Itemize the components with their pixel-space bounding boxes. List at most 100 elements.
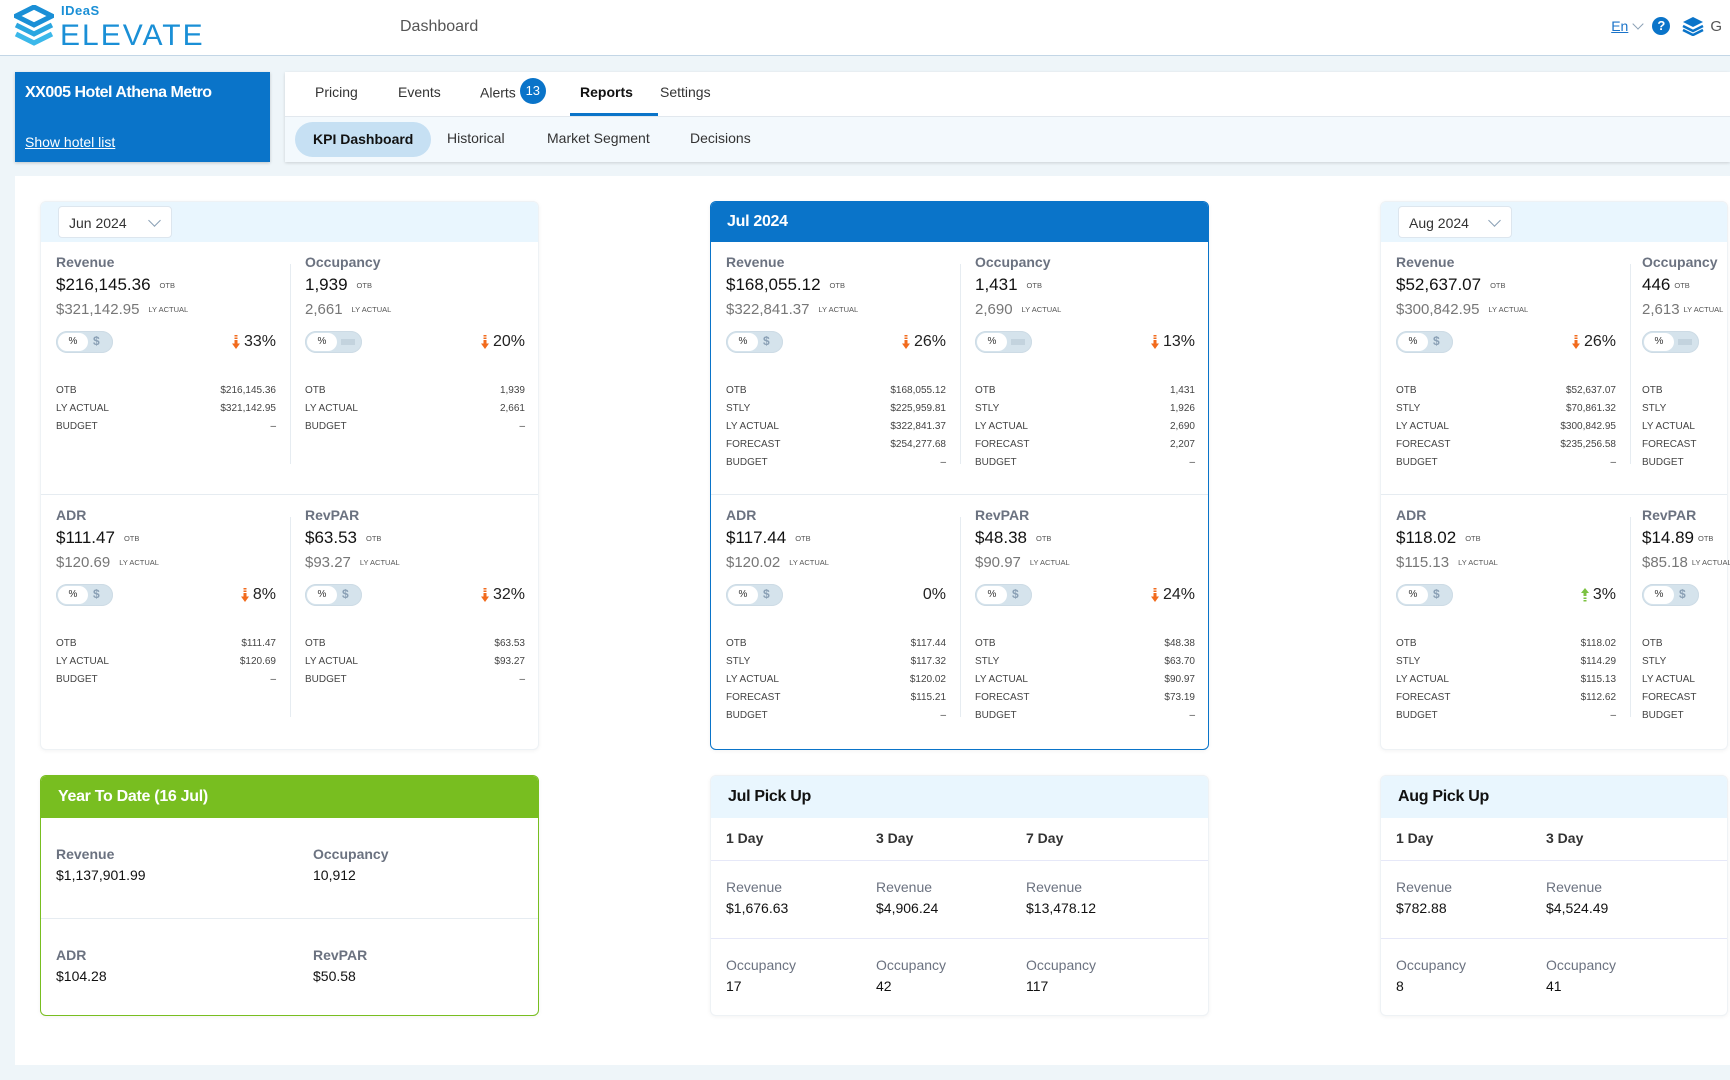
breakdown-value: – <box>940 710 946 721</box>
column-divider <box>290 517 291 717</box>
tab-alerts[interactable]: Alerts 13 <box>480 78 546 104</box>
metric-section: Revenue $216,145.36 OTB $321,142.95 LY ACTUA… <box>41 242 538 494</box>
toggle-dollar-option[interactable]: $ <box>1433 334 1440 348</box>
subtab-kpi-dashboard[interactable]: KPI Dashboard <box>295 122 432 157</box>
otb-tag: OTB <box>1674 280 1690 290</box>
toggle-percent-option[interactable]: % <box>977 333 1007 351</box>
pickup-revenue: Revenue $4,524.49 <box>1546 877 1608 919</box>
metric-otb: 446 OTB <box>1642 272 1727 298</box>
breakdown-row: BUDGET <box>1642 454 1727 472</box>
percent-dollar-toggle[interactable]: % <box>975 331 1032 353</box>
breakdown-label: BUDGET <box>1396 457 1438 468</box>
percent-dollar-toggle[interactable]: % <box>305 331 362 353</box>
layers-icon[interactable] <box>1682 16 1704 36</box>
percent-dollar-toggle[interactable]: % $ <box>1642 584 1699 606</box>
breakdown-label: LY ACTUAL <box>305 403 358 414</box>
help-icon[interactable]: ? <box>1652 17 1671 35</box>
metric-otb: $168,055.12 OTB <box>726 272 946 298</box>
breakdown-label: STLY <box>975 403 1000 414</box>
toggle-dollar-option[interactable]: $ <box>1433 587 1440 601</box>
breakdown-row: STLY $114.29 <box>1396 653 1616 671</box>
metric-change-value: 0% <box>922 586 946 603</box>
metric-change-value: 24% <box>1162 586 1195 603</box>
breakdown-value: $48.38 <box>1164 638 1195 649</box>
toggle-dollar-option[interactable]: $ <box>763 587 770 601</box>
toggle-percent-option[interactable]: % <box>977 586 1007 604</box>
breakdown-value: – <box>270 674 276 685</box>
metric-ly-value: $115.13 <box>1396 554 1450 571</box>
month-card-header: Jun 2024 <box>41 202 538 242</box>
metric-revenue: Revenue $168,055.12 OTB $322,841.37 LY ACTUA… <box>711 242 960 494</box>
toggle-dollar-option[interactable]: $ <box>93 334 100 348</box>
metric-label: RevPAR <box>1642 507 1697 523</box>
percent-dollar-toggle[interactable]: % $ <box>1396 584 1453 606</box>
show-hotel-list-link[interactable]: Show hotel list <box>25 134 116 150</box>
percent-dollar-toggle[interactable]: % $ <box>56 331 113 353</box>
percent-dollar-toggle[interactable]: % $ <box>1396 331 1453 353</box>
breakdown-row: OTB $48.38 <box>975 635 1195 653</box>
percent-dollar-toggle[interactable]: % $ <box>726 331 783 353</box>
metric-breakdown: OTB $52,637.07 STLY $70,861.32 LY ACTUAL $300… <box>1396 382 1616 472</box>
pickup-revenue-value: $4,906.24 <box>876 900 939 916</box>
sub-tabs: KPI Dashboard Historical Market Segment Dec… <box>285 117 1730 162</box>
breakdown-value: $115.13 <box>1580 674 1616 685</box>
month-dropdown[interactable]: Jun 2024 <box>58 206 172 238</box>
toggle-percent-option[interactable]: % <box>1398 333 1428 351</box>
tab-events[interactable]: Events <box>398 84 441 100</box>
header-tools: En ? G <box>1611 16 1722 36</box>
subtab-historical[interactable]: Historical <box>447 130 505 146</box>
chevron-down-icon[interactable] <box>1632 17 1644 30</box>
metric-change-value: 20% <box>492 333 525 350</box>
percent-dollar-toggle[interactable]: % $ <box>726 584 783 606</box>
toggle-percent-option[interactable]: % <box>728 586 758 604</box>
metric-otb: $63.53 OTB <box>305 525 525 551</box>
metric-label: ADR <box>56 507 87 523</box>
percent-dollar-toggle[interactable]: % $ <box>305 584 362 606</box>
toggle-percent-option[interactable]: % <box>728 333 758 351</box>
toggle-dollar-option[interactable]: $ <box>1012 587 1019 601</box>
toggle-percent-option[interactable]: % <box>1644 333 1674 351</box>
year-to-date-card: Year To Date (16 Jul) Revenue $1,137,901.9… <box>40 775 539 1016</box>
metric-change-row: % $0% <box>726 583 946 607</box>
tab-settings[interactable]: Settings <box>660 84 711 100</box>
ytd-row: Revenue $1,137,901.99 Occupancy 10,912 <box>41 818 538 918</box>
ideas-elevate-logo[interactable]: IDeaS ELEVATE <box>14 3 224 53</box>
metric-otb-value: $117.44 <box>726 528 787 547</box>
breakdown-label: OTB <box>726 385 747 396</box>
toggle-percent-option[interactable]: % <box>1398 586 1428 604</box>
subtab-decisions[interactable]: Decisions <box>690 130 751 146</box>
ly-actual-tag: LY ACTUAL <box>1458 558 1498 568</box>
toggle-percent-option[interactable]: % <box>1644 586 1674 604</box>
otb-tag: OTB <box>356 280 372 290</box>
user-menu[interactable]: G <box>1710 17 1722 35</box>
metric-ly-value: 2,690 <box>975 301 1013 318</box>
metric-change-row: % $32% <box>305 583 525 607</box>
pickup-day-label: 3 Day <box>1546 830 1584 846</box>
percent-dollar-toggle[interactable]: % $ <box>975 584 1032 606</box>
toggle-percent-option[interactable]: % <box>307 586 337 604</box>
language-selector[interactable]: En <box>1611 18 1629 34</box>
breakdown-row: LY ACTUAL 2,690 <box>975 418 1195 436</box>
percent-dollar-toggle[interactable]: % <box>1642 331 1699 353</box>
toggle-percent-option[interactable]: % <box>58 586 88 604</box>
percent-dollar-toggle[interactable]: % $ <box>56 584 113 606</box>
month-card: Aug 2024 Revenue $52,637.07 OTB $300,842.95 L… <box>1380 201 1730 750</box>
metric-adr: ADR $111.47 OTB $120.69 LY ACTUAL% $8% OTB $111… <box>41 495 290 746</box>
toggle-dollar-option[interactable]: $ <box>342 587 349 601</box>
active-tab-underline <box>570 113 658 116</box>
month-dropdown[interactable]: Aug 2024 <box>1398 206 1512 238</box>
metric-revpar: RevPAR $63.53 OTB $93.27 LY ACTUAL% $32% OTB $6… <box>290 495 539 746</box>
pickup-revenue-label: Revenue <box>876 879 933 895</box>
subtab-market-segment[interactable]: Market Segment <box>547 130 650 146</box>
toggle-percent-option[interactable]: % <box>58 333 88 351</box>
tab-pricing[interactable]: Pricing <box>315 84 358 100</box>
tab-label: Settings <box>660 84 711 100</box>
tab-reports[interactable]: Reports <box>580 84 633 100</box>
toggle-dollar-option[interactable]: $ <box>1679 587 1686 601</box>
toggle-dollar-option[interactable]: $ <box>763 334 770 348</box>
breakdown-value: $120.69 <box>239 656 276 667</box>
cube-stack-icon <box>14 5 54 46</box>
toggle-dollar-option[interactable]: $ <box>93 587 100 601</box>
toggle-percent-option[interactable]: % <box>307 333 337 351</box>
ly-actual-tag: LY ACTUAL <box>119 558 159 568</box>
